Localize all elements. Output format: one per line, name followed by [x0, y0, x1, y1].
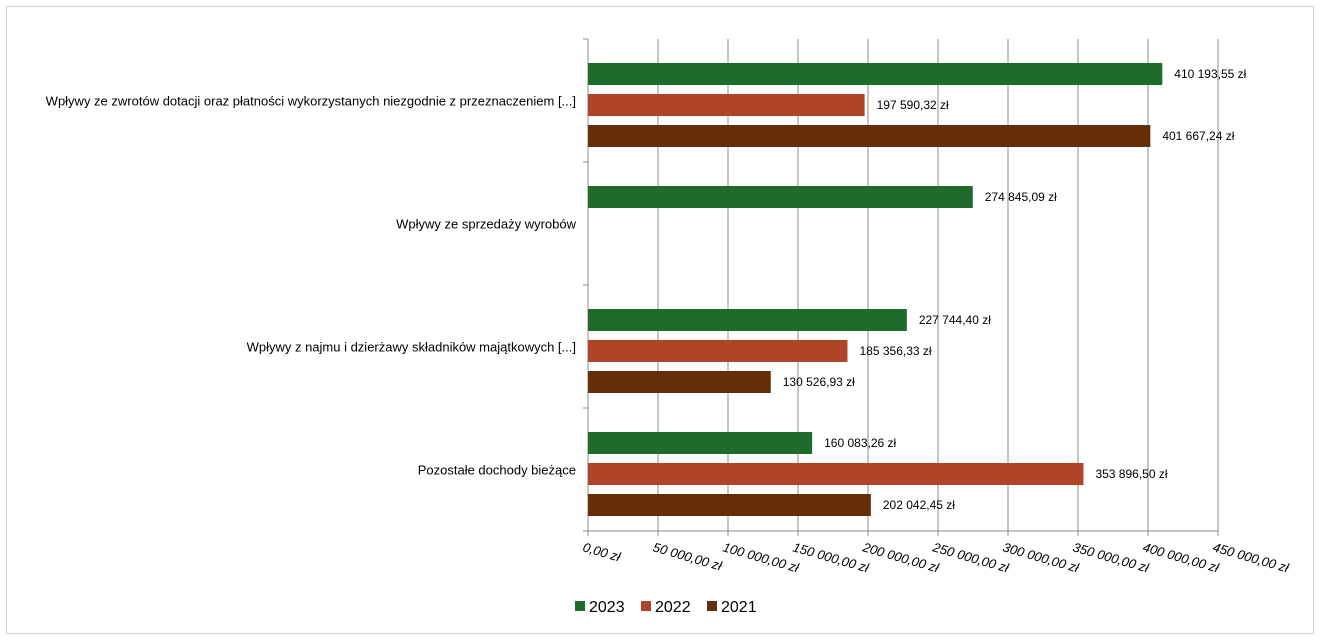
data-label: 160 083,26 zł: [824, 436, 896, 450]
bar-2023: [588, 432, 813, 454]
bar-2023: [588, 63, 1163, 85]
x-tick-label: 350 000,00 zł: [1071, 539, 1151, 575]
legend-item-2021: 2021: [707, 599, 757, 616]
data-label: 202 042,45 zł: [883, 498, 955, 512]
bar-chart: 410 193,55 zł 197 590,32 zł 401 667,24 zł 2…: [46, 38, 1291, 616]
data-label: 410 193,55 zł: [1174, 67, 1246, 81]
data-labels: 410 193,55 zł 197 590,32 zł 401 667,24 zł 2…: [783, 67, 1247, 512]
x-tick-label: 200 000,00 zł: [860, 539, 941, 576]
data-label: 227 744,40 zł: [919, 313, 991, 327]
category-label: Wpływy ze zwrotów dotacji oraz płatności…: [46, 94, 576, 109]
x-tick-label: 450 000,00 zł: [1211, 539, 1291, 575]
category-labels: Wpływy ze zwrotów dotacji oraz płatności…: [46, 94, 577, 478]
x-tick-label: 400 000,00 zł: [1141, 539, 1221, 575]
category-label: Pozostałe dochody bieżące: [418, 463, 576, 478]
bar-2023: [588, 309, 907, 331]
x-tick-label: 100 000,00 zł: [721, 539, 801, 575]
x-tick-label: 0,00 zł: [581, 539, 623, 564]
bars: [588, 63, 1163, 516]
legend: 2023 2022 2021: [575, 599, 757, 616]
data-label: 401 667,24 zł: [1162, 129, 1234, 143]
data-label: 274 845,09 zł: [985, 190, 1057, 204]
x-tick-label: 300 000,00 zł: [1001, 539, 1081, 575]
gridlines: [657, 39, 1219, 531]
x-tick-label: 50 000,00 zł: [651, 539, 724, 573]
legend-label: 2022: [655, 599, 691, 616]
legend-swatch: [575, 601, 585, 611]
x-tick-label: 250 000,00 zł: [930, 539, 1011, 576]
bar-2022: [588, 340, 848, 362]
bar-2022: [588, 463, 1084, 485]
bar-2021: [588, 494, 871, 516]
legend-label: 2023: [589, 599, 625, 616]
x-tick-label: 150 000,00 zł: [791, 539, 871, 575]
bar-2021: [588, 371, 771, 393]
data-label: 130 526,93 zł: [783, 375, 855, 389]
bar-2022: [588, 94, 865, 116]
legend-label: 2021: [721, 599, 757, 616]
legend-item-2022: 2022: [641, 599, 691, 616]
category-label: Wpływy z najmu i dzierżawy składników ma…: [247, 340, 576, 355]
legend-swatch: [641, 601, 651, 611]
legend-swatch: [707, 601, 717, 611]
category-label: Wpływy ze sprzedaży wyrobów: [396, 217, 576, 232]
chart-frame: 410 193,55 zł 197 590,32 zł 401 667,24 zł 2…: [6, 6, 1314, 634]
data-label: 353 896,50 zł: [1095, 467, 1167, 481]
data-label: 185 356,33 zł: [859, 344, 931, 358]
data-label: 197 590,32 zł: [877, 98, 949, 112]
legend-item-2023: 2023: [575, 599, 625, 616]
bar-2021: [588, 125, 1151, 147]
bar-2023: [588, 186, 973, 208]
